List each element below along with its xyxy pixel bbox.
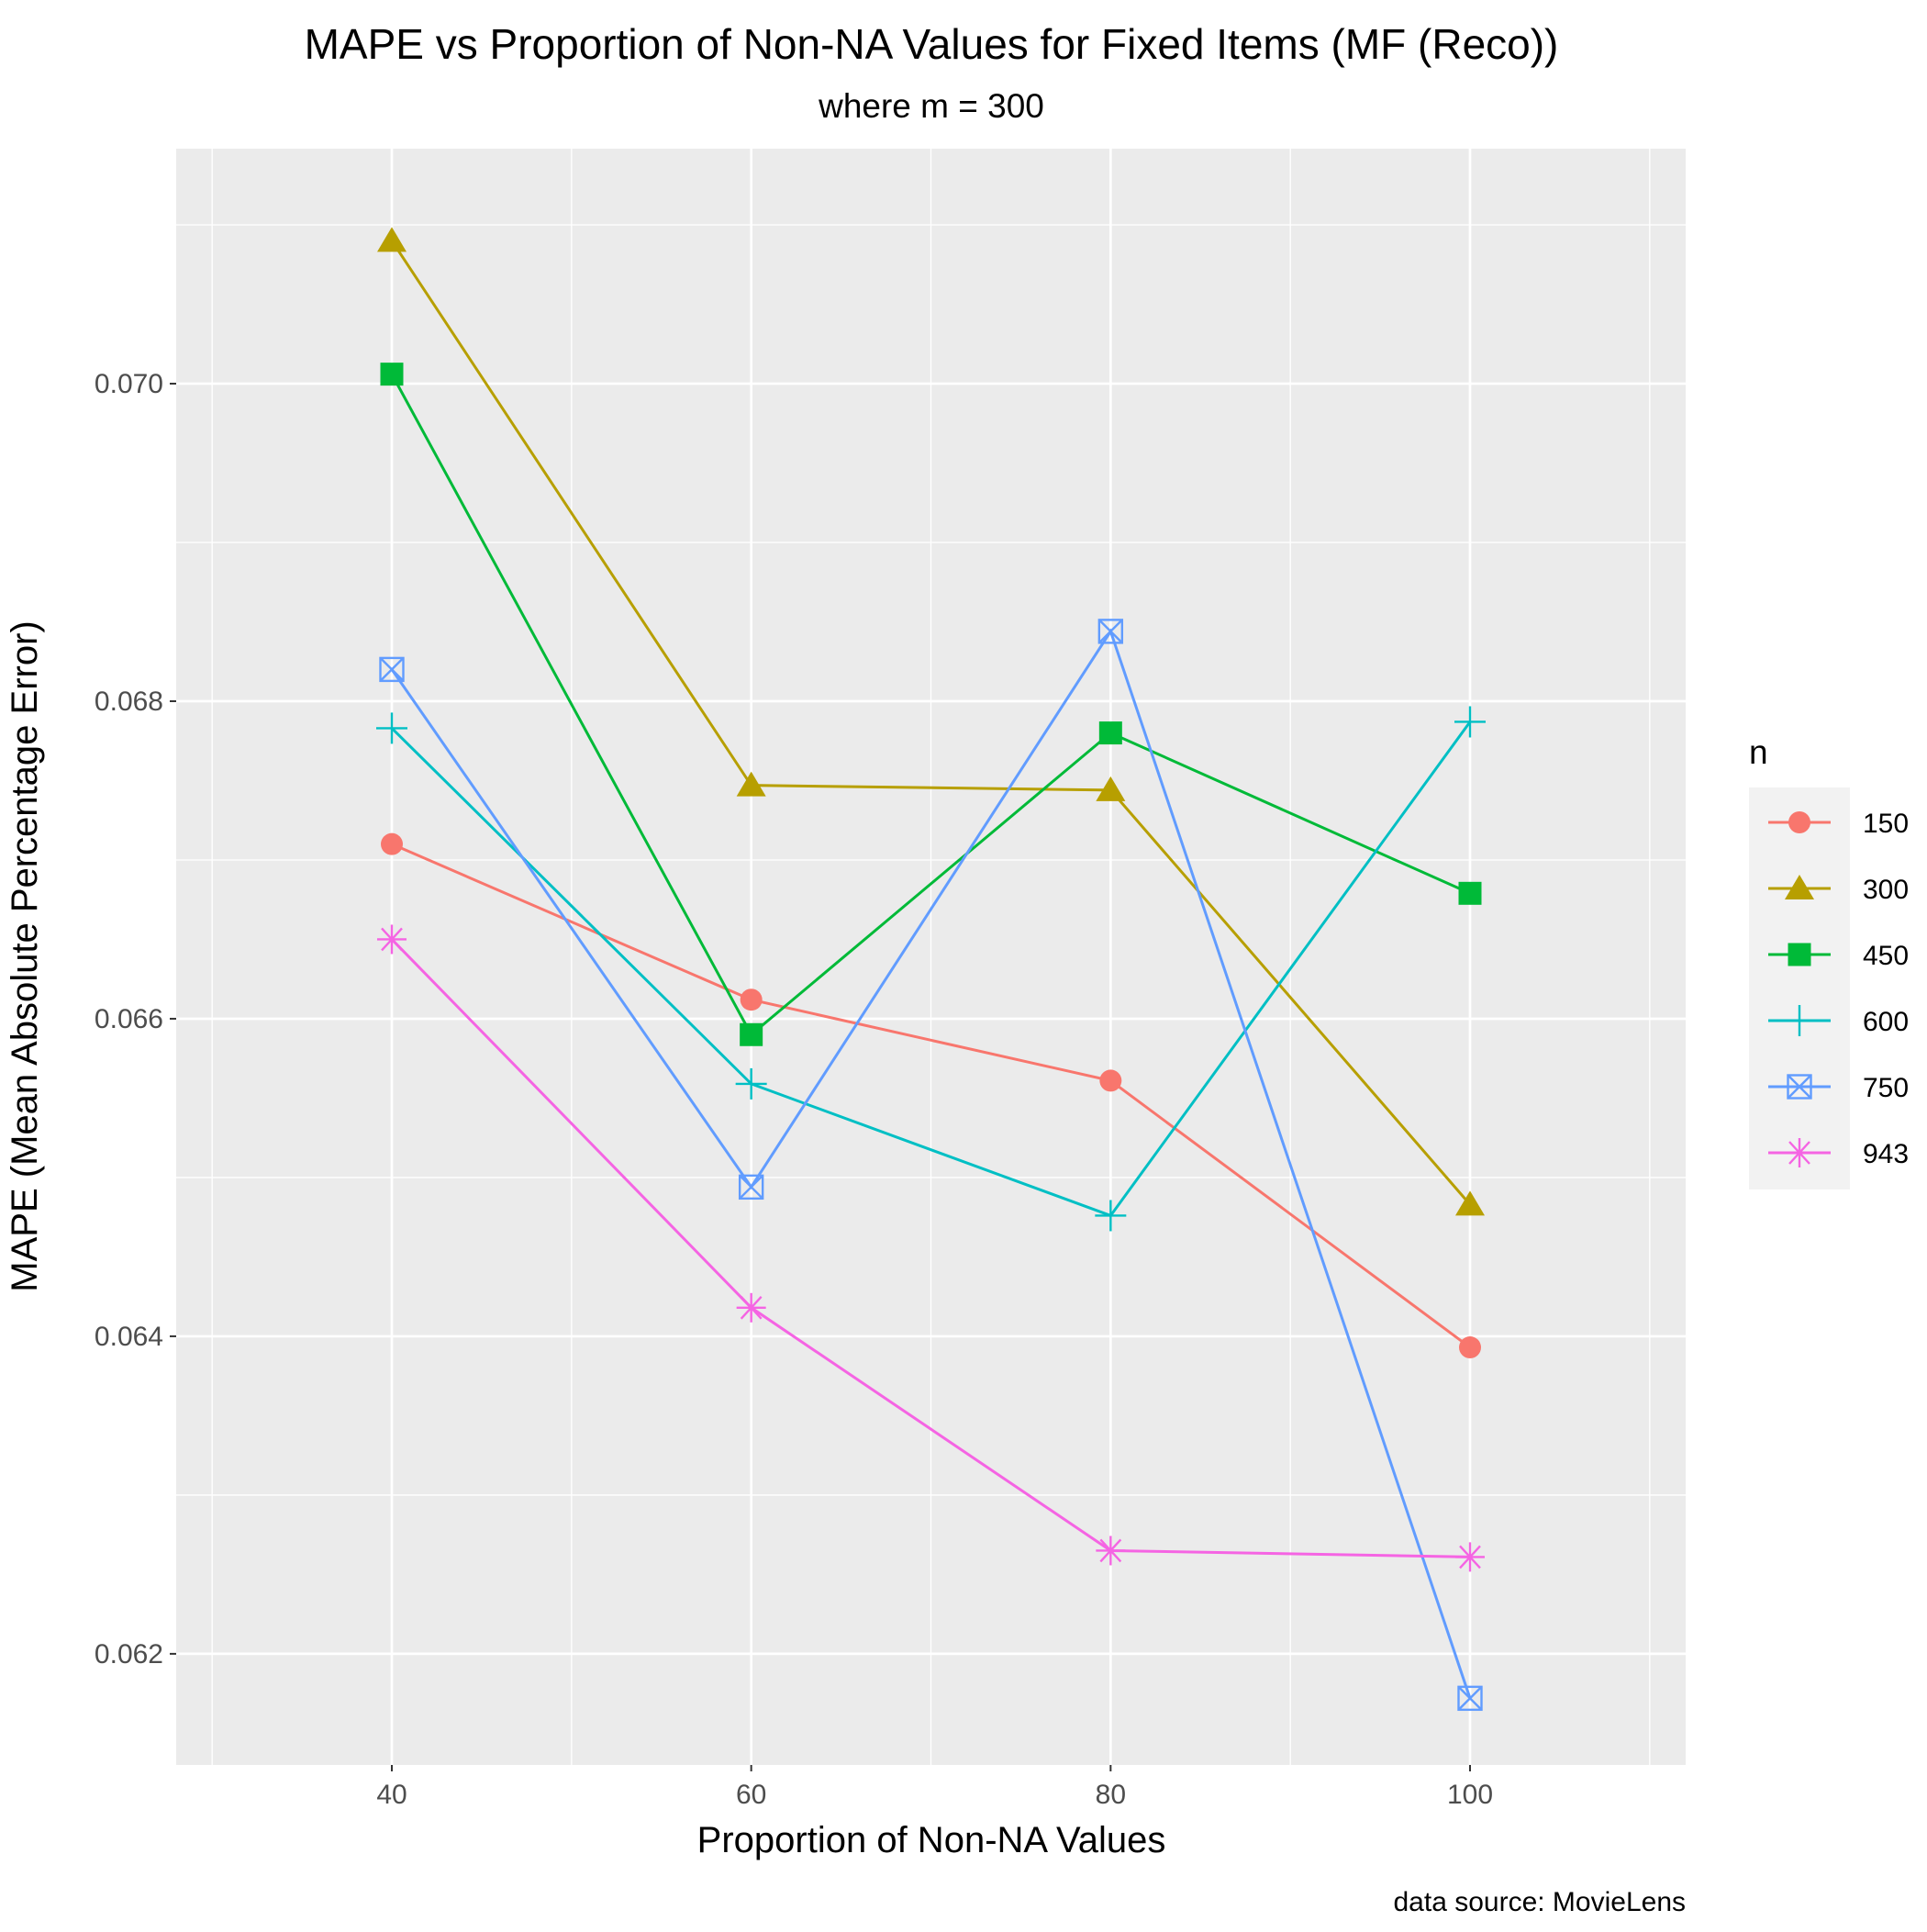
data-point-943: [377, 924, 407, 955]
data-point-943: [736, 1292, 766, 1323]
data-point-750: [1097, 619, 1124, 644]
data-point-750: [379, 656, 405, 683]
data-point-150: [1099, 1069, 1122, 1092]
series-750: [379, 619, 1483, 1712]
data-point-600: [376, 712, 407, 744]
data-point-450: [380, 363, 404, 386]
y-tick-label: 0.066: [95, 1004, 163, 1034]
legend-label: 300: [1863, 875, 1909, 905]
legend-key-symbol: [1785, 1138, 1814, 1167]
legend-key-background: [1749, 787, 1850, 1189]
legend-label: 943: [1863, 1139, 1909, 1169]
series-600: [376, 706, 1486, 1232]
data-point-600: [1095, 1200, 1127, 1232]
series-450: [380, 363, 1482, 1046]
legend-label: 750: [1863, 1073, 1909, 1103]
data-point-450: [1458, 881, 1482, 905]
legend-item-600: 600: [1768, 1005, 1909, 1037]
legend-label: 150: [1863, 809, 1909, 839]
data-point-150: [740, 988, 763, 1011]
y-axis-title: MAPE (Mean Absolute Percentage Error): [5, 620, 45, 1291]
x-tick-label: 100: [1447, 1780, 1493, 1810]
series-line-300: [390, 240, 1472, 1206]
x-tick-label: 80: [1096, 1780, 1126, 1810]
legend-item-450: 450: [1768, 941, 1909, 971]
y-tick-label: 0.070: [95, 369, 163, 399]
series-300: [377, 227, 1485, 1216]
data-point-150: [1459, 1336, 1481, 1359]
data-point-300: [377, 227, 407, 252]
legend-key-symbol: [1784, 1005, 1815, 1036]
legend-item-750: 750: [1768, 1073, 1909, 1103]
legend-item-300: 300: [1768, 875, 1909, 905]
legend-item-150: 150: [1768, 809, 1909, 839]
data-point-300: [736, 771, 766, 797]
data-point-150: [381, 832, 403, 855]
y-tick-label: 0.062: [95, 1639, 163, 1670]
x-tick-label: 40: [376, 1780, 407, 1810]
legend: n 150 300 450 600 750 943: [1749, 733, 1909, 1189]
y-tick-label: 0.064: [95, 1322, 163, 1352]
legend-key-symbol: [1788, 943, 1811, 966]
data-point-450: [740, 1022, 763, 1046]
legend-label: 600: [1863, 1007, 1909, 1037]
data-point-450: [1098, 721, 1122, 745]
chart-title: MAPE vs Proportion of Non-NA Values for …: [305, 20, 1559, 68]
series-line-750: [390, 628, 1472, 1699]
x-axis-title: Proportion of Non-NA Values: [697, 1820, 1166, 1860]
axis-ticks: 0.062 0.064 0.066 0.068 0.070 40 60 80 100: [95, 369, 1493, 1810]
data-point-600: [735, 1067, 767, 1100]
legend-key-symbol: [1788, 811, 1810, 833]
series-line-600: [390, 720, 1472, 1218]
data-point-750: [1457, 1685, 1483, 1712]
series-layer: [376, 227, 1486, 1712]
caption: data source: MovieLens: [1393, 1887, 1686, 1917]
legend-label: 450: [1863, 941, 1909, 971]
series-150: [381, 832, 1481, 1359]
data-point-943: [1455, 1542, 1485, 1572]
x-tick-label: 60: [736, 1780, 766, 1810]
legend-key-symbol: [1787, 1074, 1812, 1100]
series-943: [377, 924, 1485, 1572]
data-point-300: [1096, 776, 1126, 801]
series-line-943: [390, 938, 1471, 1558]
y-tick-label: 0.068: [95, 687, 163, 717]
legend-title: n: [1749, 733, 1768, 771]
series-line-150: [391, 843, 1471, 1349]
data-point-943: [1096, 1536, 1126, 1566]
legend-item-943: 943: [1768, 1138, 1909, 1169]
chart-subtitle: where m = 300: [818, 87, 1044, 125]
data-point-750: [738, 1174, 764, 1201]
data-point-300: [1455, 1190, 1485, 1216]
data-point-600: [1454, 706, 1486, 738]
legend-key-symbol: [1785, 875, 1814, 899]
series-line-450: [390, 373, 1471, 1037]
